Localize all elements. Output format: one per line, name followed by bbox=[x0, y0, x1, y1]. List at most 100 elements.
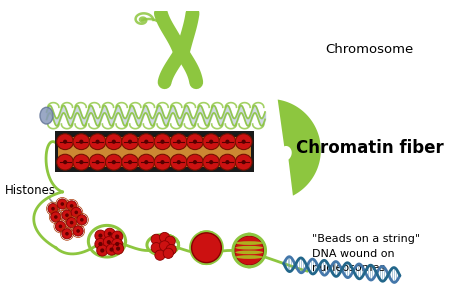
Ellipse shape bbox=[73, 154, 89, 170]
Circle shape bbox=[52, 207, 54, 210]
Circle shape bbox=[64, 140, 67, 143]
Ellipse shape bbox=[171, 134, 187, 149]
Circle shape bbox=[192, 233, 221, 263]
Circle shape bbox=[97, 245, 108, 256]
Circle shape bbox=[80, 161, 83, 164]
Circle shape bbox=[103, 236, 114, 248]
Circle shape bbox=[226, 161, 229, 164]
Circle shape bbox=[108, 241, 110, 243]
Circle shape bbox=[70, 205, 73, 207]
Circle shape bbox=[112, 161, 115, 164]
Circle shape bbox=[178, 161, 180, 164]
Circle shape bbox=[116, 247, 119, 250]
Ellipse shape bbox=[73, 134, 89, 149]
Ellipse shape bbox=[203, 134, 219, 149]
Circle shape bbox=[104, 228, 115, 239]
Circle shape bbox=[151, 243, 161, 253]
Circle shape bbox=[96, 140, 99, 143]
Circle shape bbox=[193, 140, 196, 143]
Circle shape bbox=[111, 238, 123, 249]
Circle shape bbox=[145, 161, 148, 164]
Circle shape bbox=[73, 226, 83, 236]
Circle shape bbox=[80, 140, 83, 143]
Circle shape bbox=[66, 233, 68, 235]
Circle shape bbox=[112, 140, 115, 143]
Circle shape bbox=[163, 248, 173, 259]
Circle shape bbox=[129, 161, 131, 164]
Ellipse shape bbox=[57, 134, 74, 149]
Ellipse shape bbox=[177, 45, 186, 60]
Bar bbox=[58, 137, 251, 167]
Circle shape bbox=[77, 215, 87, 225]
Bar bbox=[55, 131, 254, 172]
Circle shape bbox=[81, 219, 83, 221]
Circle shape bbox=[62, 210, 72, 220]
Circle shape bbox=[234, 236, 264, 265]
Circle shape bbox=[161, 161, 164, 164]
Circle shape bbox=[66, 214, 68, 216]
Circle shape bbox=[99, 234, 102, 237]
Ellipse shape bbox=[219, 134, 236, 149]
Circle shape bbox=[48, 204, 58, 214]
Text: Chromatin fiber: Chromatin fiber bbox=[296, 139, 444, 157]
Circle shape bbox=[112, 243, 123, 254]
Ellipse shape bbox=[122, 134, 138, 149]
Circle shape bbox=[67, 217, 77, 228]
Text: Histones: Histones bbox=[5, 184, 55, 197]
Ellipse shape bbox=[57, 154, 74, 170]
Circle shape bbox=[210, 140, 212, 143]
Circle shape bbox=[165, 236, 175, 246]
Ellipse shape bbox=[105, 134, 122, 149]
Ellipse shape bbox=[122, 154, 138, 170]
Ellipse shape bbox=[235, 134, 252, 149]
Ellipse shape bbox=[138, 134, 155, 149]
Circle shape bbox=[242, 161, 245, 164]
Ellipse shape bbox=[235, 250, 263, 254]
Circle shape bbox=[151, 234, 161, 244]
Circle shape bbox=[106, 244, 117, 255]
Ellipse shape bbox=[235, 255, 263, 259]
Ellipse shape bbox=[154, 154, 171, 170]
Ellipse shape bbox=[235, 154, 252, 170]
Circle shape bbox=[59, 225, 62, 227]
Circle shape bbox=[210, 161, 212, 164]
Circle shape bbox=[145, 140, 148, 143]
Circle shape bbox=[96, 161, 99, 164]
Circle shape bbox=[111, 231, 123, 242]
Circle shape bbox=[116, 235, 118, 238]
Circle shape bbox=[67, 201, 77, 211]
Circle shape bbox=[75, 211, 77, 214]
Circle shape bbox=[110, 248, 113, 251]
Ellipse shape bbox=[186, 134, 203, 149]
Circle shape bbox=[166, 244, 176, 255]
Circle shape bbox=[70, 221, 73, 224]
Text: Chromosome: Chromosome bbox=[325, 43, 414, 56]
Circle shape bbox=[161, 140, 164, 143]
Circle shape bbox=[61, 203, 63, 205]
Circle shape bbox=[95, 238, 106, 249]
Circle shape bbox=[178, 140, 180, 143]
Ellipse shape bbox=[235, 241, 263, 245]
Ellipse shape bbox=[171, 154, 187, 170]
Circle shape bbox=[159, 232, 170, 243]
Circle shape bbox=[193, 161, 196, 164]
Circle shape bbox=[51, 212, 61, 222]
Circle shape bbox=[129, 140, 131, 143]
Ellipse shape bbox=[219, 154, 236, 170]
Circle shape bbox=[226, 140, 229, 143]
Ellipse shape bbox=[235, 246, 263, 249]
Text: "Beads on a string"
DNA wound on
nucleosomes: "Beads on a string" DNA wound on nucleos… bbox=[312, 234, 420, 273]
Ellipse shape bbox=[89, 134, 106, 149]
Circle shape bbox=[101, 249, 104, 252]
Ellipse shape bbox=[186, 154, 203, 170]
Circle shape bbox=[242, 140, 245, 143]
Circle shape bbox=[55, 216, 57, 218]
Ellipse shape bbox=[105, 154, 122, 170]
Polygon shape bbox=[278, 100, 321, 196]
Circle shape bbox=[99, 243, 102, 246]
Circle shape bbox=[64, 161, 67, 164]
Circle shape bbox=[116, 243, 118, 246]
Circle shape bbox=[55, 221, 66, 231]
Ellipse shape bbox=[138, 154, 155, 170]
Ellipse shape bbox=[40, 107, 53, 124]
